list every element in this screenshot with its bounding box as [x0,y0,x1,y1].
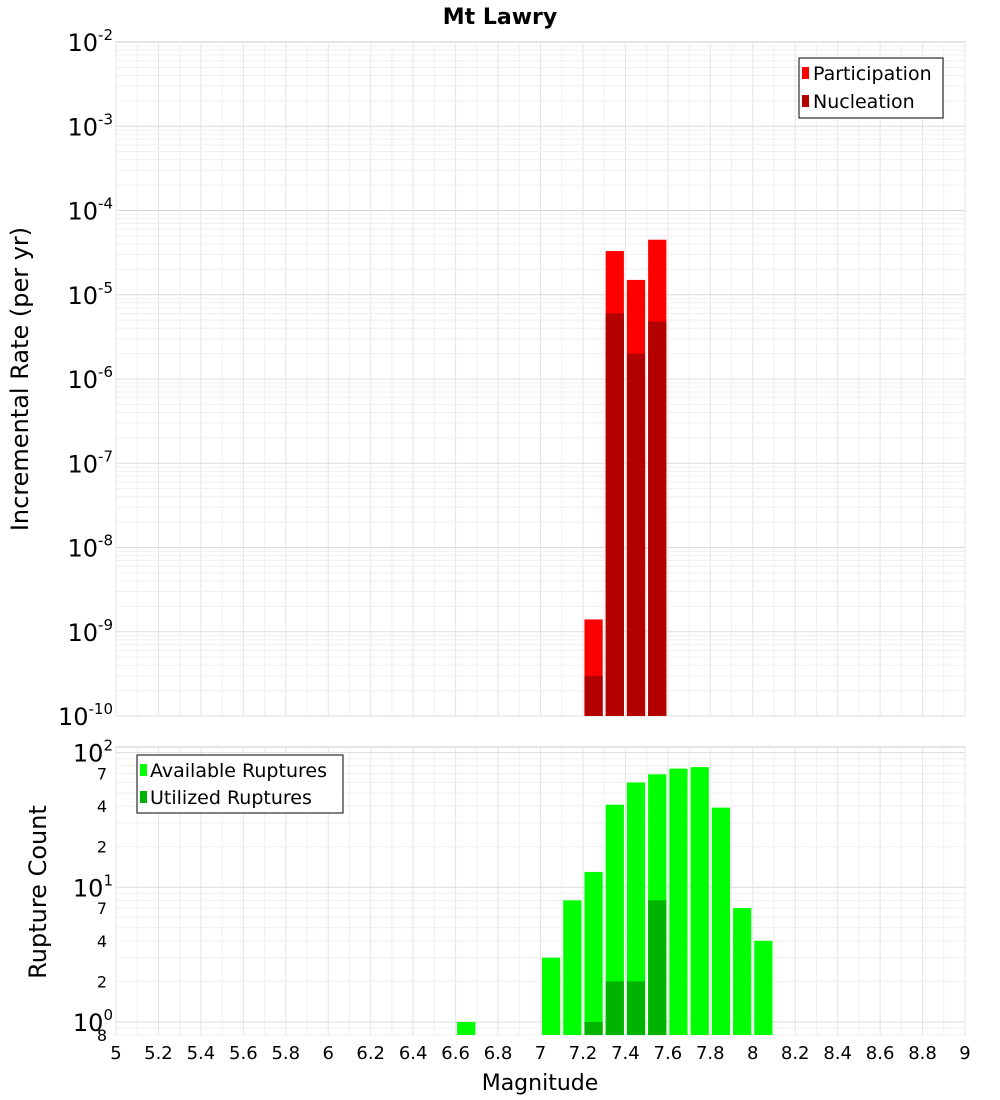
rate-y-tick-label: 10-3 [67,110,113,141]
x-tick-label: 8.4 [823,1043,852,1064]
count-y-tick-label: 4 [97,932,107,951]
count-y-tick-label: 100 [73,1006,113,1037]
legend-label-available: Available Ruptures [150,760,327,782]
x-tick-label: 7.8 [696,1043,725,1064]
x-tick-label: 5.8 [271,1043,300,1064]
count-y-axis-label: Rupture Count [24,805,52,979]
rate-y-tick-label: 10-10 [58,700,113,731]
count-legend-box [136,754,344,814]
rate-y-tick-label: 10-5 [67,279,113,310]
count-y-tick-label: 102 [73,737,113,768]
count-bar-available-ruptures [457,1021,476,1035]
x-tick-label: 6.2 [356,1043,385,1064]
x-tick-label: 7.4 [611,1043,640,1064]
legend-swatch-utilized [140,791,147,803]
x-tick-label: 5.4 [187,1043,216,1064]
count-y-tick-label: 101 [73,871,113,902]
count-bar-utilized-ruptures [584,1021,603,1035]
count-bar-utilized-ruptures [605,981,624,1035]
rate-bar-nucleation [584,675,603,716]
rate-y-tick-label: 10-7 [67,447,113,478]
rate-bar-nucleation [626,353,646,716]
rate-panel: 10-2 10-3 10-4 10-5 10-6 10-7 10-8 10-9 10-10 In… [6,26,966,731]
legend-swatch-participation [802,67,809,79]
x-tick-label: 7.2 [569,1043,598,1064]
rate-legend: Participation Nucleation [798,57,944,119]
legend-label-participation: Participation [813,63,932,85]
x-tick-label: 6.6 [441,1043,470,1064]
x-tick-label: 5.6 [229,1043,258,1064]
x-tick-label: 5.2 [144,1043,173,1064]
rate-y-tick-labels: 10-2 10-3 10-4 10-5 10-6 10-7 10-8 10-9 10-10 [58,26,113,731]
x-tick-label: 7 [535,1043,546,1064]
x-tick-label: 8 [747,1043,758,1064]
count-bar-available-ruptures [690,767,709,1035]
count-y-tick-label: 2 [97,838,107,857]
legend-swatch-available [140,764,147,776]
x-tick-label: 8.6 [866,1043,895,1064]
legend-label-utilized: Utilized Ruptures [150,787,312,809]
count-bar-available-ruptures [626,782,646,1035]
x-tick-label: 8.8 [908,1043,937,1064]
count-bars [457,767,773,1035]
x-tick-labels: 5 5.2 5.4 5.6 5.8 6 6.2 6.4 6.6 6.8 7 7.2 7.4 7.6 7.8 8… [110,1043,970,1064]
rate-bar-nucleation [648,321,667,716]
x-tick-label: 8.2 [781,1043,810,1064]
rate-bar-nucleation [605,313,624,716]
x-tick-label: 7.6 [654,1043,683,1064]
count-gridlines [115,747,966,1036]
x-tick-label: 6 [323,1043,334,1064]
x-tick-label: 6.4 [399,1043,428,1064]
count-bar-available-ruptures [542,957,561,1035]
count-bar-available-ruptures [584,871,603,1035]
x-tick-label: 6.8 [484,1043,513,1064]
count-bar-utilized-ruptures [648,900,667,1035]
count-bar-utilized-ruptures [626,981,646,1035]
legend-label-nucleation: Nucleation [813,91,915,113]
count-bar-available-ruptures [754,940,773,1035]
count-y-tick-label: 8 [97,1026,107,1045]
chart-title: Mt Lawry [443,5,557,30]
count-y-tick-label: 2 [97,972,107,991]
count-bar-available-ruptures [711,807,731,1035]
x-tick-label: 9 [959,1043,970,1064]
rate-bars [584,239,667,717]
count-bar-available-ruptures [563,900,582,1035]
count-y-tick-label: 4 [97,797,107,816]
rate-y-tick-label: 10-6 [67,363,113,394]
rate-gridlines [115,42,966,717]
rate-y-axis-label: Incremental Rate (per yr) [6,227,34,531]
rate-legend-box [798,57,944,119]
count-y-tick-label: 7 [97,764,107,783]
x-tick-label: 5 [110,1043,121,1064]
rate-y-tick-label: 10-2 [67,26,113,57]
count-bar-available-ruptures [605,804,624,1035]
x-axis-label: Magnitude [482,1071,599,1096]
count-legend: Available Ruptures Utilized Ruptures [136,754,344,814]
legend-swatch-nucleation [802,95,809,107]
rate-y-tick-label: 10-8 [67,532,113,563]
rate-y-tick-label: 10-4 [67,195,113,226]
count-bar-available-ruptures [733,908,752,1035]
count-y-tick-label: 7 [97,899,107,918]
rate-y-tick-label: 10-9 [67,616,113,647]
count-bar-available-ruptures [669,768,688,1035]
